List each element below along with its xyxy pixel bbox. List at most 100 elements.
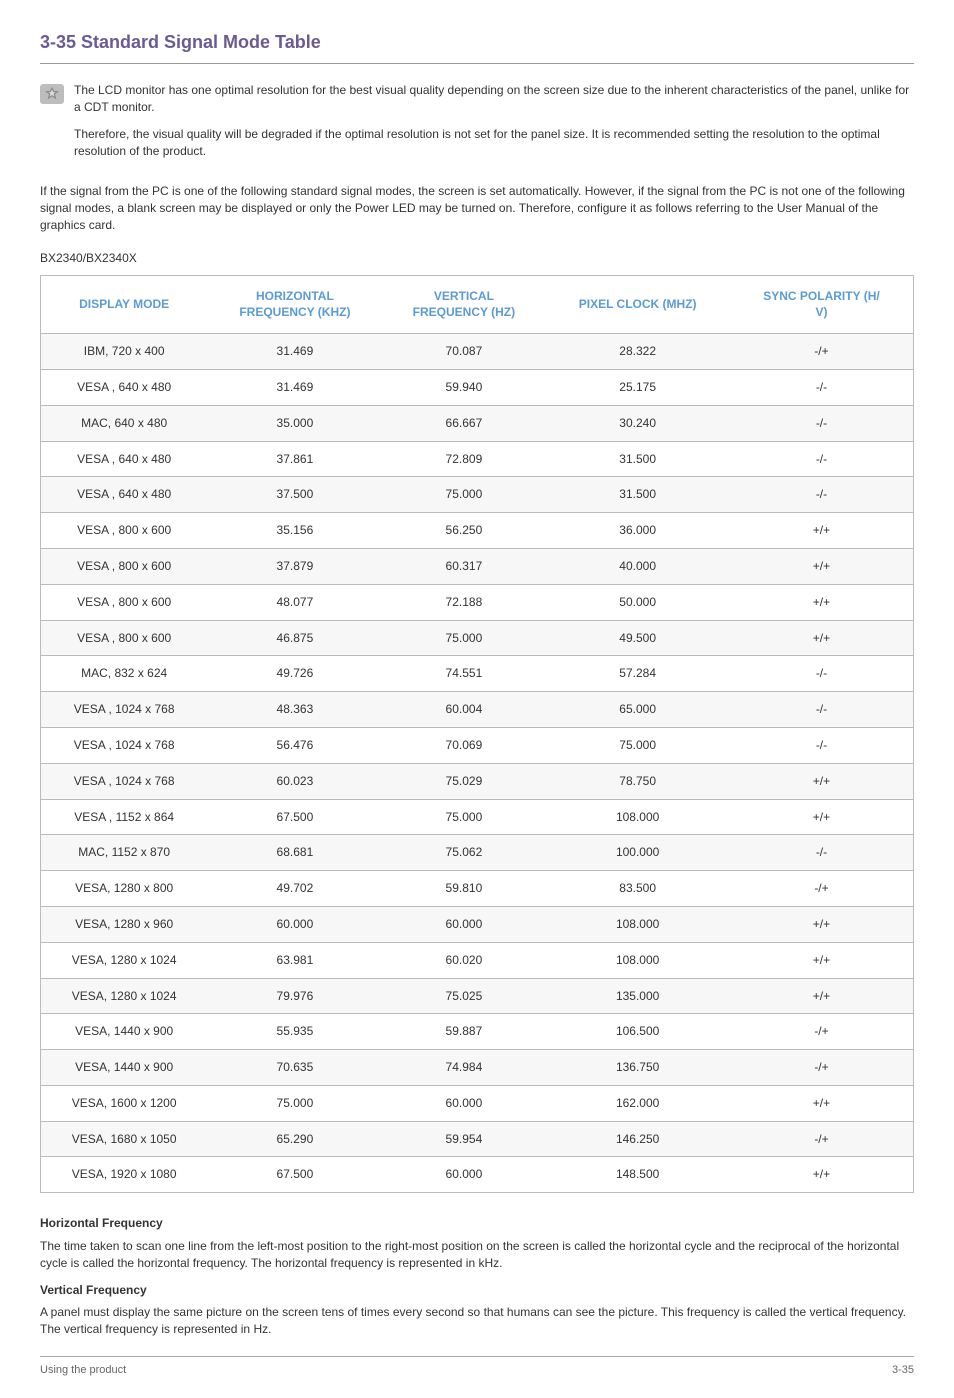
table-cell: 59.887 (382, 1014, 545, 1050)
table-cell: VESA , 640 x 480 (41, 477, 208, 513)
table-cell: 60.004 (382, 692, 545, 728)
table-cell: 55.935 (207, 1014, 382, 1050)
table-row: IBM, 720 x 40031.46970.08728.322-/+ (41, 334, 914, 370)
table-cell: VESA, 1280 x 1024 (41, 942, 208, 978)
table-cell: 136.750 (545, 1050, 730, 1086)
table-cell: 46.875 (207, 620, 382, 656)
table-cell: 67.500 (207, 799, 382, 835)
hf-heading: Horizontal Frequency (40, 1215, 914, 1232)
table-cell: VESA , 1024 x 768 (41, 692, 208, 728)
note-paragraph-1: The LCD monitor has one optimal resoluti… (74, 82, 914, 116)
table-cell: 63.981 (207, 942, 382, 978)
table-cell: 31.469 (207, 369, 382, 405)
table-cell: 48.363 (207, 692, 382, 728)
table-row: VESA, 1280 x 102463.98160.020108.000+/+ (41, 942, 914, 978)
table-cell: +/+ (730, 620, 914, 656)
signal-mode-table: DISPLAY MODE HORIZONTALFREQUENCY (KHZ) V… (40, 275, 914, 1194)
table-cell: 70.635 (207, 1050, 382, 1086)
table-cell: 57.284 (545, 656, 730, 692)
table-cell: 78.750 (545, 763, 730, 799)
table-cell: 74.984 (382, 1050, 545, 1086)
table-cell: 36.000 (545, 513, 730, 549)
table-cell: VESA , 1152 x 864 (41, 799, 208, 835)
table-cell: -/- (730, 405, 914, 441)
table-cell: +/+ (730, 978, 914, 1014)
table-row: VESA , 800 x 60048.07772.18850.000+/+ (41, 584, 914, 620)
table-cell: 146.250 (545, 1121, 730, 1157)
table-cell: 37.500 (207, 477, 382, 513)
table-cell: 79.976 (207, 978, 382, 1014)
table-cell: 68.681 (207, 835, 382, 871)
table-row: VESA , 1152 x 86467.50075.000108.000+/+ (41, 799, 914, 835)
table-row: VESA , 640 x 48037.86172.80931.500-/- (41, 441, 914, 477)
table-cell: -/- (730, 835, 914, 871)
page-title: 3-35 Standard Signal Mode Table (40, 30, 914, 64)
table-cell: VESA , 1024 x 768 (41, 727, 208, 763)
table-cell: 65.290 (207, 1121, 382, 1157)
table-row: VESA , 640 x 48031.46959.94025.175-/- (41, 369, 914, 405)
table-cell: 60.023 (207, 763, 382, 799)
table-header-row: DISPLAY MODE HORIZONTALFREQUENCY (KHZ) V… (41, 275, 914, 334)
table-cell: 75.062 (382, 835, 545, 871)
model-label: BX2340/BX2340X (40, 250, 914, 267)
table-row: VESA, 1440 x 90055.93559.887106.500-/+ (41, 1014, 914, 1050)
header-display-mode: DISPLAY MODE (41, 275, 208, 334)
table-cell: -/- (730, 441, 914, 477)
table-row: VESA, 1920 x 108067.50060.000148.500+/+ (41, 1157, 914, 1193)
table-cell: 74.551 (382, 656, 545, 692)
table-cell: 108.000 (545, 942, 730, 978)
table-cell: 35.156 (207, 513, 382, 549)
table-cell: 28.322 (545, 334, 730, 370)
table-cell: -/+ (730, 1014, 914, 1050)
table-row: MAC, 1152 x 87068.68175.062100.000-/- (41, 835, 914, 871)
table-cell: +/+ (730, 799, 914, 835)
table-cell: 75.000 (382, 620, 545, 656)
table-row: VESA, 1600 x 120075.00060.000162.000+/+ (41, 1085, 914, 1121)
table-cell: 60.000 (382, 1157, 545, 1193)
table-cell: 106.500 (545, 1014, 730, 1050)
table-cell: 59.940 (382, 369, 545, 405)
table-row: VESA, 1280 x 96060.00060.000108.000+/+ (41, 906, 914, 942)
table-cell: 75.000 (207, 1085, 382, 1121)
table-cell: -/- (730, 477, 914, 513)
table-cell: 37.879 (207, 548, 382, 584)
table-cell: +/+ (730, 513, 914, 549)
table-cell: 25.175 (545, 369, 730, 405)
table-cell: 100.000 (545, 835, 730, 871)
table-cell: +/+ (730, 942, 914, 978)
table-cell: 65.000 (545, 692, 730, 728)
table-row: VESA, 1680 x 105065.29059.954146.250-/+ (41, 1121, 914, 1157)
header-horizontal-freq: HORIZONTALFREQUENCY (KHZ) (207, 275, 382, 334)
footer-right: 3-35 (892, 1363, 914, 1378)
table-cell: +/+ (730, 1085, 914, 1121)
page-footer: Using the product 3-35 (40, 1356, 914, 1378)
table-row: VESA , 800 x 60037.87960.31740.000+/+ (41, 548, 914, 584)
table-cell: 60.317 (382, 548, 545, 584)
table-cell: -/- (730, 692, 914, 728)
note-paragraph-2: Therefore, the visual quality will be de… (74, 126, 914, 160)
intro-paragraph: If the signal from the PC is one of the … (40, 183, 914, 233)
table-cell: -/- (730, 656, 914, 692)
header-sync-polarity: SYNC POLARITY (H/V) (730, 275, 914, 334)
table-cell: VESA , 800 x 600 (41, 620, 208, 656)
table-cell: 162.000 (545, 1085, 730, 1121)
table-row: VESA , 800 x 60046.87575.00049.500+/+ (41, 620, 914, 656)
table-cell: 66.667 (382, 405, 545, 441)
table-row: MAC, 640 x 48035.00066.66730.240-/- (41, 405, 914, 441)
table-cell: VESA, 1600 x 1200 (41, 1085, 208, 1121)
table-cell: VESA , 640 x 480 (41, 441, 208, 477)
table-cell: +/+ (730, 906, 914, 942)
table-cell: VESA, 1280 x 800 (41, 871, 208, 907)
note-text: The LCD monitor has one optimal resoluti… (74, 82, 914, 169)
header-vertical-freq: VERTICALFREQUENCY (HZ) (382, 275, 545, 334)
table-row: VESA , 1024 x 76860.02375.02978.750+/+ (41, 763, 914, 799)
table-cell: 56.250 (382, 513, 545, 549)
table-cell: -/+ (730, 871, 914, 907)
note-icon (40, 84, 64, 104)
table-row: VESA , 1024 x 76848.36360.00465.000-/- (41, 692, 914, 728)
table-cell: VESA , 800 x 600 (41, 513, 208, 549)
table-cell: 59.954 (382, 1121, 545, 1157)
table-cell: VESA, 1280 x 960 (41, 906, 208, 942)
table-cell: 50.000 (545, 584, 730, 620)
table-cell: -/- (730, 369, 914, 405)
